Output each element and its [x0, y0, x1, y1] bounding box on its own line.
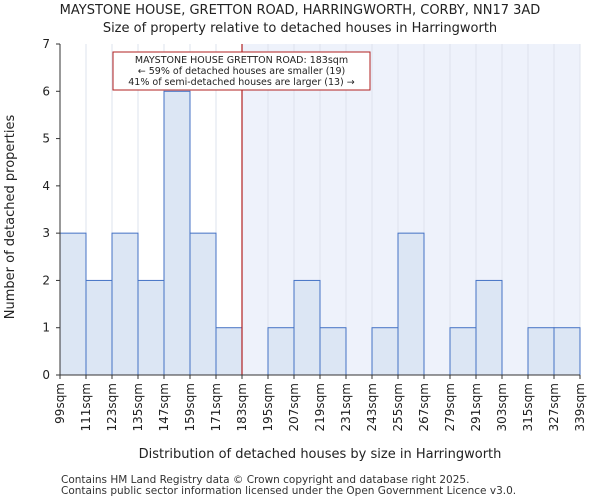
x-tick-label: 243sqm	[365, 383, 379, 431]
histogram-bar	[215, 327, 243, 376]
x-tick-label: 231sqm	[339, 383, 353, 431]
x-tick-label: 279sqm	[443, 383, 457, 431]
histogram-bar	[267, 327, 295, 376]
annotation-box	[112, 51, 371, 91]
x-tick-label: 195sqm	[261, 383, 275, 431]
chart-title: MAYSTONE HOUSE, GRETTON ROAD, HARRINGWOR…	[59, 3, 541, 18]
x-axis-label: Distribution of detached houses by size …	[139, 447, 502, 462]
x-tick-label: 327sqm	[547, 383, 561, 431]
histogram-bar	[163, 90, 191, 376]
annotation-line-larger: 41% of semi-detached houses are larger (…	[128, 77, 355, 88]
histogram-bar	[293, 279, 321, 376]
y-tick-label: 6	[42, 84, 50, 98]
x-tick-label: 183sqm	[235, 383, 249, 431]
y-tick-label: 2	[42, 273, 50, 287]
histogram-bar	[397, 232, 425, 376]
y-tick-label: 1	[42, 321, 50, 335]
x-tick-label: 255sqm	[391, 383, 405, 431]
x-tick-label: 315sqm	[521, 383, 535, 431]
y-tick-label: 4	[42, 179, 50, 193]
x-tick-label: 123sqm	[105, 383, 119, 431]
y-tick-label: 3	[42, 226, 50, 240]
histogram-bar	[111, 232, 139, 376]
histogram-bar	[189, 232, 217, 376]
annotation-line-property: MAYSTONE HOUSE GRETTON ROAD: 183sqm	[135, 55, 348, 66]
histogram-bar	[553, 327, 581, 376]
histogram-bar	[527, 327, 555, 376]
y-tick-label: 0	[42, 368, 50, 382]
footer-copyright: Contains HM Land Registry data © Crown c…	[61, 474, 470, 486]
x-tick-label: 159sqm	[183, 383, 197, 431]
x-tick-label: 111sqm	[79, 383, 93, 431]
x-tick-label: 171sqm	[209, 383, 223, 431]
y-tick-label: 7	[42, 37, 50, 51]
y-axis-label: Number of detached properties	[3, 115, 18, 320]
x-tick-label: 303sqm	[495, 383, 509, 431]
x-tick-label: 291sqm	[469, 383, 483, 431]
y-tick-label: 5	[42, 132, 50, 146]
x-tick-label: 99sqm	[53, 383, 67, 424]
x-tick-label: 207sqm	[287, 383, 301, 431]
histogram-bar	[319, 327, 347, 376]
x-tick-label: 219sqm	[313, 383, 327, 431]
chart-subtitle: Size of property relative to detached ho…	[102, 21, 498, 36]
histogram-bar	[449, 327, 477, 376]
x-tick-label: 339sqm	[573, 383, 587, 431]
histogram-bar	[371, 327, 399, 376]
footer-licence: Contains public sector information licen…	[61, 485, 517, 497]
histogram-bar	[59, 232, 87, 376]
x-tick-label: 147sqm	[157, 383, 171, 431]
histogram-bar	[85, 279, 113, 376]
x-tick-label: 267sqm	[417, 383, 431, 431]
histogram-bar	[475, 279, 503, 376]
histogram-bar	[137, 279, 165, 376]
annotation-line-smaller: ← 59% of detached houses are smaller (19…	[138, 66, 345, 77]
x-tick-label: 135sqm	[131, 383, 145, 431]
